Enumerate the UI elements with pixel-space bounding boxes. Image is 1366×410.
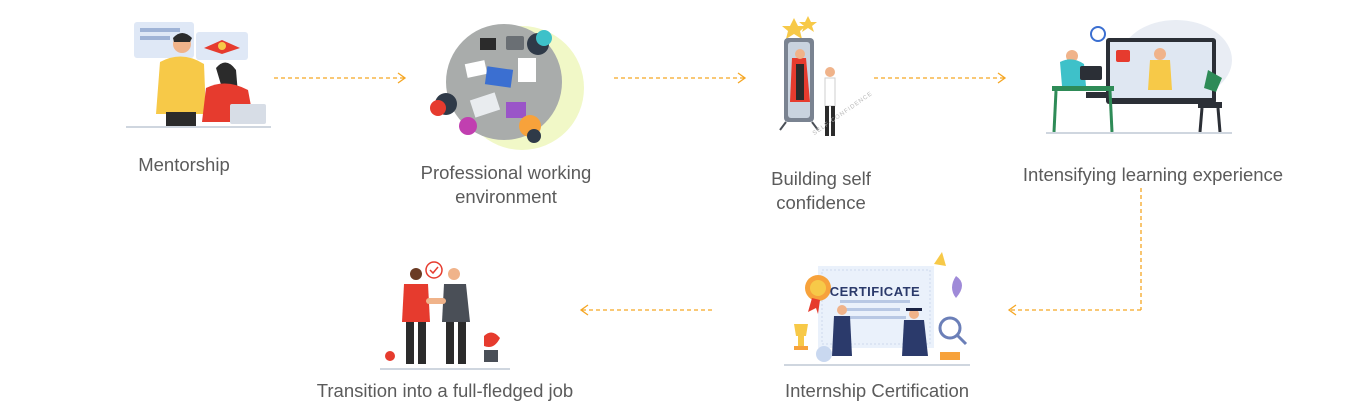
label-line: Intensifying learning experience [1022,164,1284,185]
arrow-right-3 [874,72,1007,84]
label-line: Transition into a full-fledged job [316,380,574,401]
step-label-professional-working-environment: Professional working environment [406,161,606,209]
label-line: confidence [776,192,866,213]
step-label-mentorship: Mentorship [104,153,264,177]
step-label-building-self-confidence: Building self confidence [726,167,916,215]
certificate-title: CERTIFICATE [829,284,921,299]
mentor-icon [126,22,271,128]
label-line: Building self [771,168,871,189]
handshake-icon [380,261,510,370]
label-line: Mentorship [138,154,230,175]
step-label-intensifying-learning-experience: Intensifying learning experience [1000,163,1306,187]
arrow-right-2 [614,72,747,84]
team-desk-icon [430,24,584,150]
label-line: environment [455,186,557,207]
arrow-down-left-4 [1007,188,1142,316]
label-line: Professional working [420,162,592,183]
step-label-transition-into-full-fledged-job: Transition into a full-fledged job [290,379,600,403]
label-line: Internship Certification [784,380,970,401]
arrow-right-1 [274,72,407,84]
mirror-icon [779,16,836,136]
certificate-icon [784,252,970,366]
online-class-icon [1046,20,1232,134]
arrow-left-5 [579,304,712,316]
step-label-internship-certification: Internship Certification [752,379,1002,403]
